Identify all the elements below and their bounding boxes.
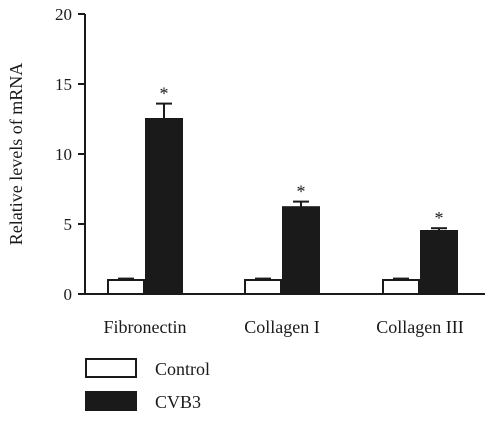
significance-star: * bbox=[297, 182, 306, 202]
x-category-label: Fibronectin bbox=[104, 317, 187, 337]
y-tick-label: 20 bbox=[55, 5, 72, 24]
bar-control-collagen-iii bbox=[382, 279, 420, 295]
y-axis-title: Relative levels of mRNA bbox=[6, 63, 26, 245]
chart-legend: Control CVB3 bbox=[85, 358, 210, 412]
y-tick-label: 10 bbox=[55, 145, 72, 164]
x-category-label: Collagen I bbox=[244, 317, 319, 337]
bar-control-collagen-i bbox=[244, 279, 282, 295]
y-tick-label: 15 bbox=[55, 75, 72, 94]
legend-swatch-cvb3 bbox=[85, 391, 137, 411]
chart-bars: * Fibronectin * Collagen I * Collagen III bbox=[104, 84, 464, 337]
significance-star: * bbox=[160, 84, 169, 104]
x-category-label: Collagen III bbox=[376, 317, 463, 337]
y-tick-label: 0 bbox=[64, 285, 73, 304]
bar-control-fibronectin bbox=[107, 279, 145, 295]
bar-cvb3-fibronectin bbox=[145, 118, 183, 295]
bar-cvb3-collagen-i bbox=[282, 206, 320, 295]
legend-label-control: Control bbox=[155, 359, 210, 379]
bar-cvb3-collagen-iii bbox=[420, 230, 458, 295]
y-tick-label: 5 bbox=[64, 215, 73, 234]
significance-star: * bbox=[435, 208, 444, 228]
legend-label-cvb3: CVB3 bbox=[155, 392, 201, 412]
legend-swatch-control bbox=[85, 358, 137, 378]
